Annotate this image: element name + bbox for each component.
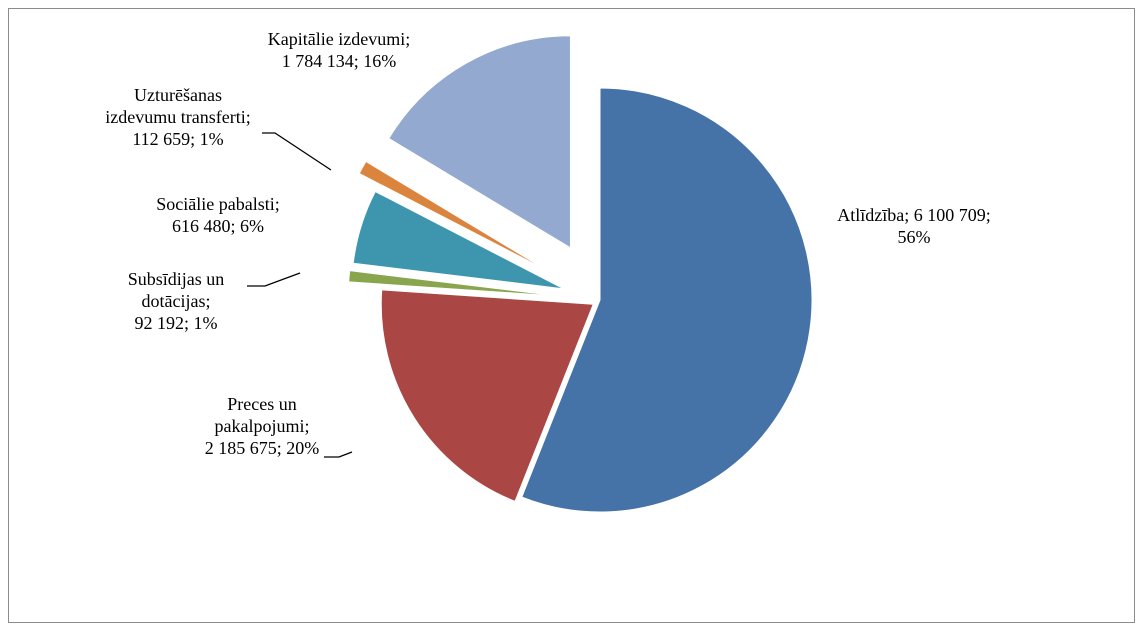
slice-label-line: Sociālie pabalsti; (156, 194, 279, 214)
leader-lines (247, 132, 353, 458)
slice-label-line: Subsīdijas un (128, 269, 225, 289)
slice-label: Uzturēšanas izdevumu transferti; 112 659; … (105, 85, 250, 149)
slice-label-line: izdevumu transferti; (105, 107, 250, 127)
leader-line (324, 451, 353, 458)
slice-label-line: Preces un (227, 394, 296, 414)
pie-slice-preces-un-pakalpojumi (380, 289, 594, 502)
slice-label-line: 616 480; 6% (172, 216, 264, 236)
pie-slice-atl-dz-ba (521, 87, 813, 513)
slice-label: Kapitālie izdevumi; 1 784 134; 16% (268, 29, 410, 71)
slice-label-line: 1 784 134; 16% (282, 51, 397, 71)
slice-label-line: 112 659; 1% (132, 129, 223, 149)
slice-label: Preces un pakalpojumi; 2 185 675; 20% (205, 394, 320, 458)
slice-label: Sociālie pabalsti; 616 480; 6% (156, 194, 279, 236)
pie-slice-soci-lie-pabalsti (352, 190, 564, 290)
slice-label-line: Uzturēšanas (134, 85, 222, 105)
slice-labels: Atlīdzība; 6 100 709; 56% Preces un pakalpo… (105, 29, 990, 458)
pie-slices (348, 35, 813, 513)
slice-label-line: dotācijas; (142, 291, 211, 311)
slice-label-line: Kapitālie izdevumi; (268, 29, 410, 49)
pie-slice-kapit-lie-izdevumi (388, 35, 571, 249)
pie-slice-subs-dijas-un-dot-cijas (348, 270, 561, 297)
pie-slice-uztur-anas-izdevumu-transferti (358, 160, 548, 272)
slice-label-line: 2 185 675; 20% (205, 438, 320, 458)
slice-label-line: 92 192; 1% (135, 313, 218, 333)
slice-label: Subsīdijas un dotācijas; 92 192; 1% (128, 269, 225, 333)
slice-label-line: 56% (898, 227, 931, 247)
slice-label-line: Atlīdzība; 6 100 709; (837, 205, 990, 225)
slice-label-line: pakalpojumi; (215, 416, 310, 436)
leader-line (247, 272, 301, 287)
leader-line (262, 132, 332, 171)
slice-label: Atlīdzība; 6 100 709; 56% (837, 205, 990, 247)
